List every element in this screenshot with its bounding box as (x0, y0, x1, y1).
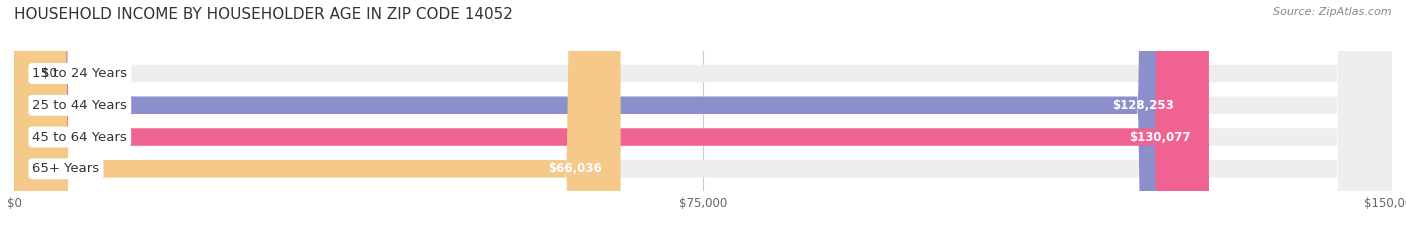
Text: 45 to 64 Years: 45 to 64 Years (32, 130, 127, 144)
Text: HOUSEHOLD INCOME BY HOUSEHOLDER AGE IN ZIP CODE 14052: HOUSEHOLD INCOME BY HOUSEHOLDER AGE IN Z… (14, 7, 513, 22)
FancyBboxPatch shape (14, 0, 1209, 233)
FancyBboxPatch shape (14, 0, 1392, 233)
FancyBboxPatch shape (14, 0, 1192, 233)
Text: 15 to 24 Years: 15 to 24 Years (32, 67, 128, 80)
FancyBboxPatch shape (14, 0, 620, 233)
FancyBboxPatch shape (14, 0, 1392, 233)
Text: $128,253: $128,253 (1112, 99, 1174, 112)
Text: Source: ZipAtlas.com: Source: ZipAtlas.com (1274, 7, 1392, 17)
Text: 65+ Years: 65+ Years (32, 162, 100, 175)
Text: 25 to 44 Years: 25 to 44 Years (32, 99, 128, 112)
FancyBboxPatch shape (14, 0, 1392, 233)
Text: $0: $0 (42, 67, 56, 80)
Text: $130,077: $130,077 (1129, 130, 1191, 144)
Text: $66,036: $66,036 (548, 162, 602, 175)
FancyBboxPatch shape (14, 0, 1392, 233)
